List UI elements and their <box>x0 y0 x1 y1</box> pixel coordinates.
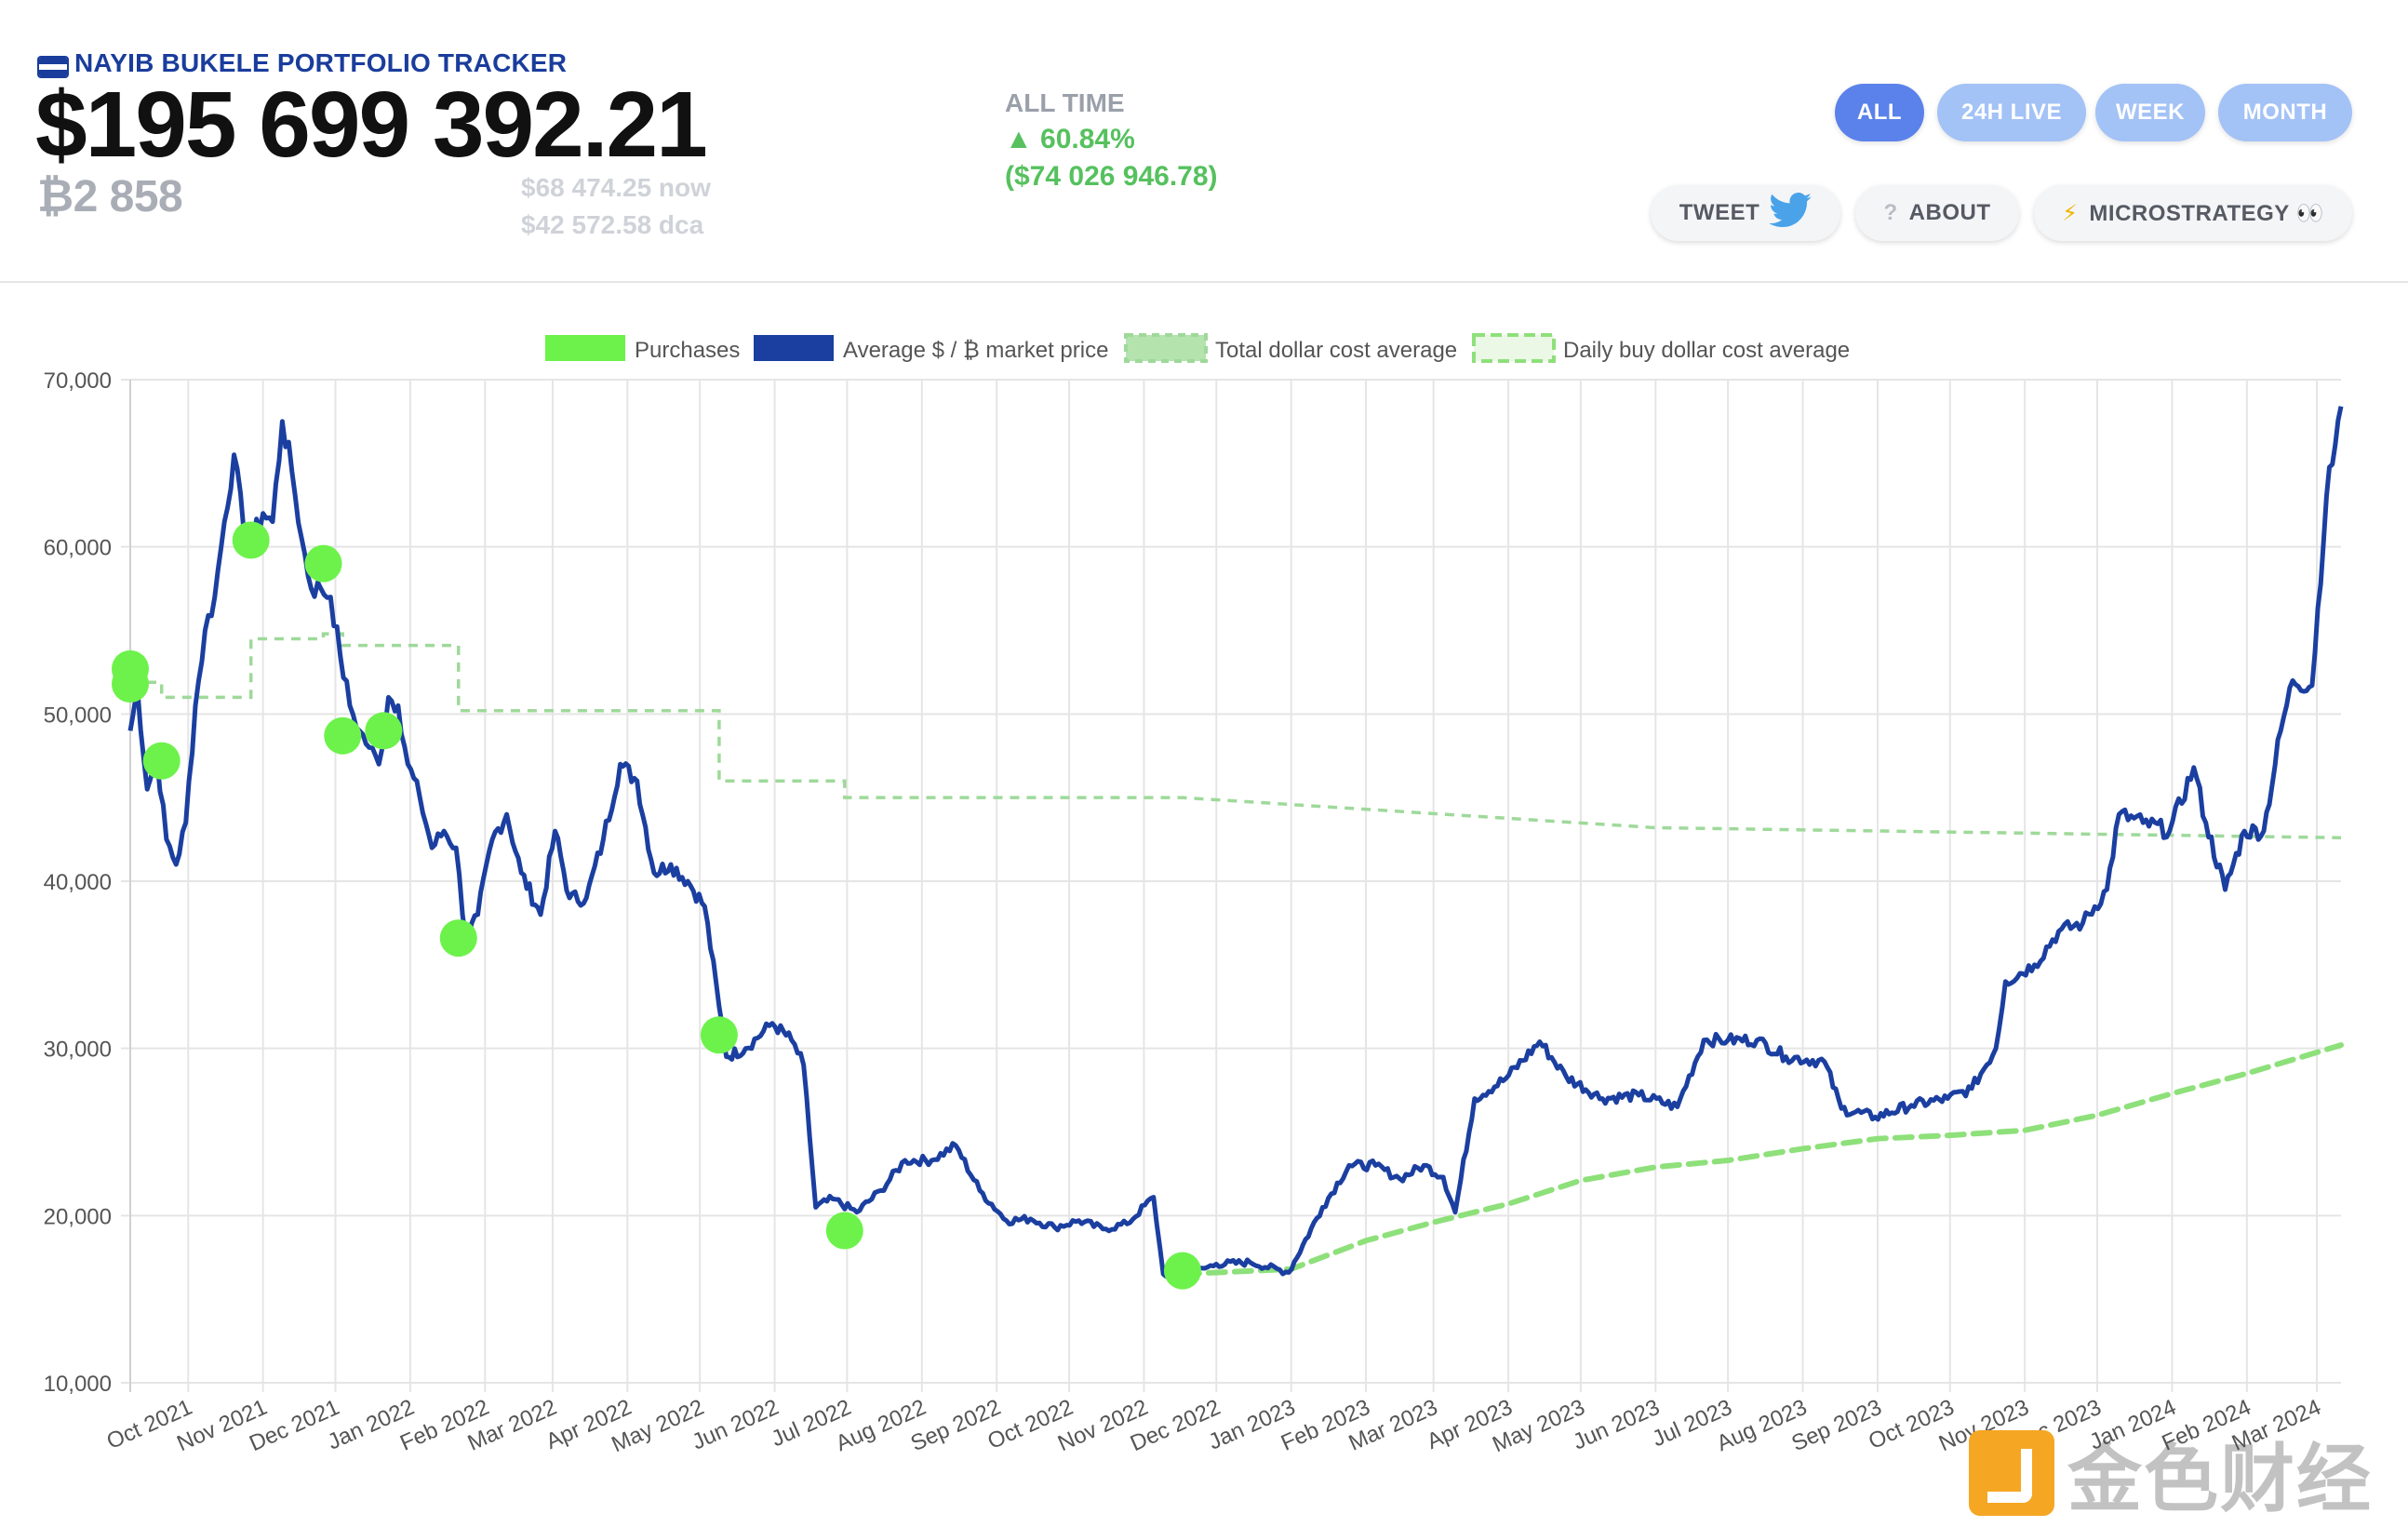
total-dca-line <box>130 632 2342 840</box>
lightning-icon: ⚡ <box>2062 200 2079 226</box>
purchase-point <box>112 650 149 688</box>
current-price: $68 474.25 now <box>521 173 711 202</box>
series-total-dollar-cost-average <box>130 632 2342 840</box>
watermark-logo-icon <box>1969 1430 2054 1516</box>
legend-label-daily: Daily buy dollar cost average <box>1563 338 1850 363</box>
question-icon: ? <box>1883 200 1898 225</box>
portfolio-chart: Purchases Average $ / ₿ market price Total… <box>44 333 2344 1457</box>
legend-label-price: Average $ / ₿ market price <box>843 338 1108 363</box>
series-daily-buy-dollar-cost-average <box>1179 1042 2344 1278</box>
daily-dca-line <box>1179 1042 2344 1278</box>
el-salvador-flag-icon <box>37 56 69 78</box>
tab-week[interactable]: WEEK <box>2095 84 2205 141</box>
legend-label-purchase: Purchases <box>635 338 740 363</box>
y-tick-label: 40,000 <box>44 870 112 895</box>
legend-swatch-purchase <box>545 335 625 361</box>
all-time-percent-change: ▲ 60.84% <box>1005 124 1135 154</box>
portfolio-value: $195 699 392.21 <box>35 73 708 177</box>
chart-legend: Purchases Average $ / ₿ market price Total… <box>545 333 1850 363</box>
btc-holdings: ₿2 858 <box>37 172 183 221</box>
tracker-title: NAYIB BUKELE PORTFOLIO TRACKER <box>74 48 568 77</box>
page-header: NAYIB BUKELE PORTFOLIO TRACKER $195 699 … <box>0 0 2408 283</box>
purchase-point <box>700 1016 738 1054</box>
y-tick-label: 10,000 <box>44 1372 112 1397</box>
watermark: 金色财经 <box>1969 1430 2373 1522</box>
purchase-point <box>439 919 477 958</box>
twitter-bird-icon <box>1769 192 1813 234</box>
microstrategy-label: MICROSTRATEGY 👀 <box>2089 200 2324 226</box>
legend-swatch-daily <box>1472 333 1556 363</box>
tweet-button[interactable]: TWEET <box>1651 185 1840 241</box>
watermark-text: 金色财经 <box>2067 1436 2373 1522</box>
y-tick-label: 60,000 <box>44 536 112 561</box>
legend-label-total: Total dollar cost average <box>1215 338 1457 363</box>
all-time-label: ALL TIME <box>1005 88 1125 117</box>
legend-swatch-price <box>754 335 834 361</box>
all-time-usd-change: ($74 026 946.78) <box>1005 161 1218 192</box>
dca-price: $42 572.58 dca <box>521 210 704 239</box>
purchase-point <box>1163 1252 1201 1290</box>
purchase-point <box>324 717 362 755</box>
series-market-price <box>127 406 2344 1279</box>
chart-grid <box>121 379 2341 1392</box>
x-tick-label: Jun 2022 <box>689 1395 783 1455</box>
about-label: ABOUT <box>1908 200 1991 225</box>
purchase-point <box>232 521 270 559</box>
market-price-line <box>127 406 2344 1279</box>
series-purchases <box>112 521 1201 1290</box>
y-tick-label: 20,000 <box>44 1204 112 1229</box>
purchase-point <box>825 1212 863 1250</box>
tab-24h-live[interactable]: 24H LIVE <box>1937 84 2086 141</box>
x-tick-label: Jun 2023 <box>1570 1395 1664 1455</box>
y-tick-label: 50,000 <box>44 703 112 728</box>
tab-all[interactable]: ALL <box>1835 84 1924 141</box>
about-button[interactable]: ? ABOUT <box>1855 185 2019 241</box>
tweet-label: TWEET <box>1679 200 1760 225</box>
y-tick-label: 70,000 <box>44 368 112 394</box>
tab-month[interactable]: MONTH <box>2218 84 2352 141</box>
y-axis: 10,000 20,000 30,000 40,000 50,000 60,000 70,0… <box>44 368 112 1397</box>
purchase-point <box>304 544 342 583</box>
purchase-point <box>365 712 403 750</box>
purchase-point <box>142 742 181 780</box>
microstrategy-button[interactable]: ⚡ MICROSTRATEGY 👀 <box>2034 185 2352 241</box>
legend-swatch-total <box>1124 333 1208 363</box>
y-tick-label: 30,000 <box>44 1038 112 1063</box>
